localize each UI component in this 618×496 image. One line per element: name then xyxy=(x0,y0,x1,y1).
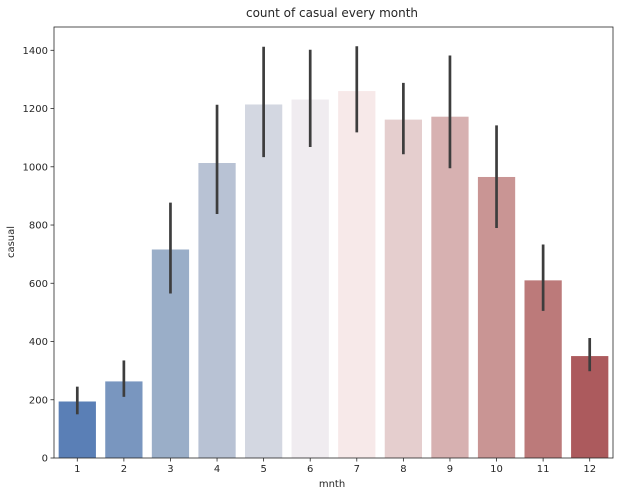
bars-group xyxy=(58,91,609,459)
bar-7 xyxy=(338,91,376,458)
x-tick-label: 10 xyxy=(490,464,503,475)
y-tick-label: 1000 xyxy=(23,162,48,173)
y-tick-label: 1200 xyxy=(23,104,48,115)
y-tick-label: 600 xyxy=(29,279,48,290)
x-tick-label: 7 xyxy=(354,464,360,475)
x-tick-label: 11 xyxy=(537,464,550,475)
x-tick-label: 6 xyxy=(307,464,313,475)
x-tick-label: 8 xyxy=(400,464,406,475)
y-tick-label: 800 xyxy=(29,221,48,232)
y-tick-label: 0 xyxy=(42,454,48,465)
x-tick-label: 9 xyxy=(447,464,453,475)
x-axis: 1 2 3 4 5 6 7 8 9 10 11 12 xyxy=(74,458,596,475)
x-tick-label: 4 xyxy=(214,464,220,475)
bar-8 xyxy=(384,119,423,459)
y-tick-label: 200 xyxy=(29,395,48,406)
y-axis: 0 200 400 600 800 1000 1200 1400 xyxy=(23,46,54,465)
x-axis-label: mnth xyxy=(319,479,345,490)
x-tick-label: 12 xyxy=(583,464,596,475)
x-tick-label: 1 xyxy=(74,464,80,475)
chart-title: count of casual every month xyxy=(246,6,418,20)
error-bars-group xyxy=(75,46,592,415)
x-tick-label: 2 xyxy=(121,464,127,475)
y-axis-label: casual xyxy=(6,226,17,258)
bar-9 xyxy=(431,116,469,459)
y-tick-label: 400 xyxy=(29,337,48,348)
x-tick-label: 5 xyxy=(260,464,266,475)
plot-frame xyxy=(53,26,614,459)
y-tick-label: 1400 xyxy=(23,46,48,57)
bar-5 xyxy=(244,104,283,459)
bar-6 xyxy=(291,99,329,458)
x-tick-label: 3 xyxy=(167,464,173,475)
bar-12 xyxy=(571,356,609,458)
